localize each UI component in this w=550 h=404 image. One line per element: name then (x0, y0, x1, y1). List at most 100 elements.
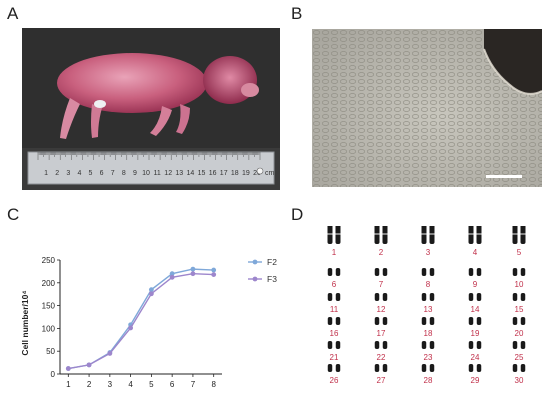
chromosome-pair-22: 22 (374, 341, 388, 362)
chromosome-pair-16: 16 (327, 317, 341, 338)
panel-letter-d: D (291, 205, 304, 224)
data-point-f2 (190, 266, 196, 272)
chromosome (421, 293, 427, 301)
chromosome (374, 341, 380, 349)
chromosome-number: 15 (515, 305, 524, 314)
chromosome (382, 317, 388, 325)
growth-curve-chart: 0 50 100 150 200 250 1 2 3 4 5 6 7 8 F2 F3 Cell number… (20, 256, 277, 389)
chromosome (468, 317, 474, 325)
chromosome-pair-25: 25 (512, 341, 526, 362)
ruler-ticks (37, 152, 261, 160)
x-tick-label: 4 (128, 380, 133, 389)
ruler-number: 8 (122, 170, 126, 177)
chromosome-number: 23 (424, 353, 433, 362)
ruler-number: 12 (164, 170, 172, 177)
x-tick-label: 5 (149, 380, 154, 389)
chromosome-number: 29 (471, 376, 480, 385)
chromosome (512, 341, 518, 349)
chromosome-pair-6: 6 (327, 268, 341, 289)
ruler-number: 20 (253, 170, 261, 177)
chromosome (421, 341, 427, 349)
chromosome-number: 5 (517, 248, 522, 257)
chromosome (429, 226, 435, 244)
data-point-f3 (211, 272, 217, 277)
chromosome (382, 341, 388, 349)
chromosome-number: 28 (424, 376, 433, 385)
chromosome (520, 317, 526, 325)
data-point-f3 (128, 325, 134, 331)
chromosome-pair-11: 11 (327, 293, 341, 314)
y-tick-label: 250 (42, 256, 56, 265)
chromosome-number: 17 (377, 329, 386, 338)
chromosome (421, 226, 427, 244)
chromosome (374, 268, 380, 276)
chromosome (374, 317, 380, 325)
chromosome-pair-14: 14 (468, 293, 482, 314)
panel-letter-b: B (291, 4, 303, 23)
chromosome (429, 317, 435, 325)
chromosome-number: 20 (515, 329, 524, 338)
chromosome-pair-15: 15 (512, 293, 526, 314)
data-point-f2 (148, 287, 154, 293)
panel-letter-c: C (7, 205, 20, 224)
y-axis-label: Cell number/10⁴ (20, 290, 30, 355)
chromosome-pair-1: 1 (327, 226, 341, 257)
chromosome (476, 341, 482, 349)
chromosome (520, 226, 526, 244)
chromosome-number: 24 (471, 353, 480, 362)
legend-label: F2 (267, 257, 277, 267)
data-point-f3 (65, 366, 71, 371)
chromosome (382, 293, 388, 301)
y-tick-label: 150 (42, 302, 56, 311)
data-point-f3 (107, 351, 113, 356)
chromosome (429, 364, 435, 372)
y-tick-label: 100 (42, 324, 56, 333)
chromosome-pair-4: 4 (468, 226, 482, 257)
chromosome (382, 226, 388, 244)
chromosome-pair-10: 10 (512, 268, 526, 289)
chromosome-number: 12 (377, 305, 386, 314)
chromosome-number: 1 (332, 248, 337, 257)
chart-legend: F2 F3 (248, 257, 277, 284)
chromosome (476, 293, 482, 301)
chromosome-number: 9 (473, 280, 478, 289)
ruler-number: 9 (133, 170, 137, 177)
x-tick-label: 7 (191, 380, 196, 389)
chromosome-pair-2: 2 (374, 226, 388, 257)
chromosome (374, 293, 380, 301)
chromosome-number: 3 (426, 248, 431, 257)
chromosome-number: 22 (377, 353, 386, 362)
fetus-photo: 1 2 3 4 5 6 7 8 9 10 11 12 13 14 15 16 17 18 19 20 cm (22, 28, 280, 190)
data-point-f2 (169, 271, 175, 277)
chromosome-pair-24: 24 (468, 341, 482, 362)
chromosome (476, 226, 482, 244)
series-line-f3 (68, 272, 214, 370)
series-line-f2 (68, 268, 214, 370)
chromosome (374, 226, 380, 244)
chromosome (512, 317, 518, 325)
x-tick-label: 8 (211, 380, 216, 389)
chromosome (327, 364, 333, 372)
chromosome-pair-28: 28 (421, 364, 435, 385)
legend-marker (252, 259, 258, 265)
chromosome (382, 364, 388, 372)
chromosome-number: 27 (377, 376, 386, 385)
x-tick-label: 1 (66, 380, 71, 389)
data-point-f3 (86, 362, 92, 368)
chromosome (421, 364, 427, 372)
chart-series (65, 266, 217, 371)
chromosome-number: 19 (471, 329, 480, 338)
data-point-f3 (148, 291, 154, 297)
chromosome-pair-18: 18 (421, 317, 435, 338)
ruler-number: 15 (198, 170, 206, 177)
ruler-number: 14 (187, 170, 195, 177)
ruler-number: 3 (66, 170, 70, 177)
ruler-number: 13 (175, 170, 183, 177)
chromosome (429, 293, 435, 301)
chromosome (335, 293, 341, 301)
chromosome (468, 226, 474, 244)
data-point-f3 (169, 274, 175, 280)
chromosome (512, 293, 518, 301)
